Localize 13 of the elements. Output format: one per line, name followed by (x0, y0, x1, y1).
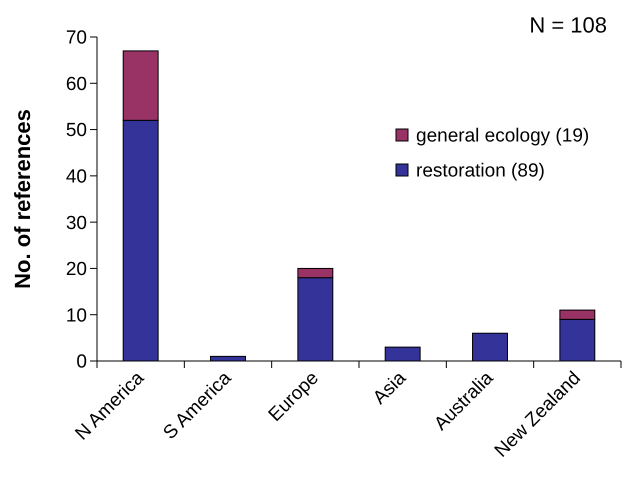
x-tick-label: Asia (369, 367, 411, 409)
y-tick-label: 60 (66, 74, 87, 95)
legend-label: restoration (89) (416, 160, 545, 182)
legend-label: general ecology (19) (416, 126, 590, 147)
y-axis-title: No. of references (10, 109, 35, 289)
annotation: N = 108 (529, 12, 607, 38)
y-tick-label: 20 (66, 259, 87, 280)
y-tick-label: 0 (76, 352, 87, 373)
y-tick-label: 10 (66, 305, 87, 326)
y-tick-label: 50 (66, 120, 87, 142)
y-tick-label: 70 (66, 28, 87, 49)
y-tick-label: 30 (66, 212, 87, 234)
y-tick-label: 40 (66, 166, 87, 188)
